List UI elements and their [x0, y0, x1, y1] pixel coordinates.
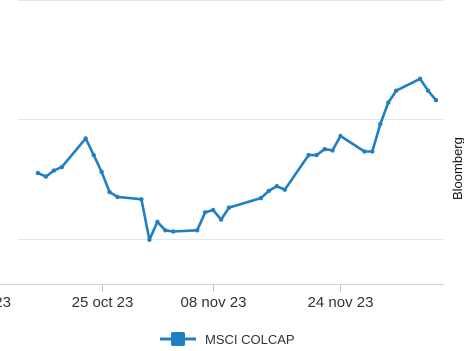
data-point-0	[35, 170, 41, 176]
series-layer	[35, 76, 439, 242]
data-point-13	[171, 229, 176, 234]
x-tick-label-2: 08 nov 23	[181, 294, 247, 311]
data-point-29	[370, 149, 375, 154]
data-point-3	[59, 164, 64, 170]
data-point-26	[330, 148, 335, 153]
data-point-33	[417, 76, 423, 82]
legend-square-marker	[171, 332, 185, 346]
data-point-30	[378, 121, 383, 127]
data-point-11	[155, 219, 160, 225]
data-point-23	[306, 152, 311, 158]
x-tick-label-3: 24 nov 23	[308, 294, 374, 311]
data-point-32	[394, 88, 399, 93]
data-point-9	[139, 197, 144, 202]
data-point-4	[83, 136, 88, 141]
data-point-16	[210, 207, 216, 213]
data-point-31	[386, 100, 391, 105]
data-point-25	[322, 147, 327, 152]
data-point-8	[115, 194, 120, 200]
data-point-35	[433, 98, 439, 103]
data-point-28	[362, 149, 367, 154]
data-point-17	[218, 217, 224, 222]
data-point-24	[314, 152, 319, 158]
data-point-7	[107, 189, 112, 195]
data-point-19	[258, 195, 264, 201]
y-gridlines	[18, 0, 444, 240]
x-tick-label-0: oct 23	[0, 294, 11, 311]
data-point-14	[195, 228, 200, 233]
data-point-5	[91, 152, 96, 158]
data-point-22	[282, 187, 287, 192]
legend[interactable]: MSCI COLCAP	[160, 332, 295, 347]
legend-label: MSCI COLCAP	[205, 332, 295, 347]
x-axis-ticks: oct 23 25 oct 23 08 nov 23 24 nov 23	[0, 284, 373, 311]
data-point-1	[43, 174, 49, 179]
data-point-6	[99, 169, 104, 174]
data-point-12	[163, 228, 168, 233]
source-label: Bloomberg	[450, 137, 464, 200]
data-point-21	[274, 184, 279, 189]
data-point-20	[266, 188, 271, 194]
x-tick-label-1: 25 oct 23	[72, 294, 134, 311]
data-point-34	[425, 88, 431, 93]
series-line-0	[36, 77, 438, 242]
data-point-18	[226, 205, 232, 210]
data-point-15	[202, 210, 208, 215]
data-point-2	[51, 168, 56, 173]
data-point-10	[147, 237, 152, 242]
data-point-27	[338, 133, 343, 139]
